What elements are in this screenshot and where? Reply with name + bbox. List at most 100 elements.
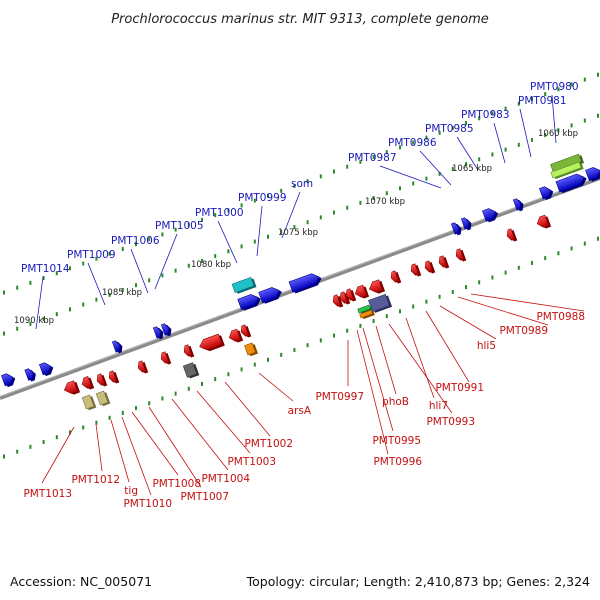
gene-label-forward: PMT0980 [530, 81, 579, 93]
gene-arrow [137, 360, 147, 373]
scale-tick [425, 176, 428, 181]
gene-label-forward: PMT0983 [461, 109, 510, 121]
leader-line [224, 381, 271, 437]
gene-label-reverse: PMT1003 [227, 456, 276, 468]
forward-gene [460, 217, 472, 231]
scale-tick [82, 302, 85, 307]
leader-line [425, 310, 470, 383]
scale-tick [557, 128, 560, 133]
scale-tick [95, 420, 98, 425]
leader-line [493, 122, 506, 164]
reverse-gene [240, 324, 252, 338]
scale-tick [174, 391, 177, 396]
leader-line [470, 293, 585, 312]
gene-label-forward: PMT1014 [21, 263, 70, 275]
gene-arrow [585, 167, 600, 181]
scale-tick [42, 276, 45, 281]
scale-tick [240, 367, 243, 372]
scale-tick [359, 159, 362, 164]
map-title: Prochlorococcus marinus str. MIT 9313, c… [111, 12, 489, 27]
scale-tick [570, 246, 573, 251]
leader-line [379, 165, 442, 189]
gene-arrow [240, 324, 250, 337]
scale-tick [491, 152, 494, 157]
reverse-gene [160, 351, 172, 365]
scale-tick [69, 266, 71, 271]
gene-arrow [81, 376, 93, 389]
gene-arrow [111, 340, 121, 353]
scale-tick [438, 294, 441, 299]
scale-tick [319, 174, 322, 179]
scale-tick [385, 191, 388, 196]
leader-line [131, 411, 179, 476]
scale-label: 1090 kbp [14, 316, 54, 326]
scale-tick [214, 213, 217, 218]
gene-arrow [455, 248, 465, 261]
scale-tick [438, 130, 441, 135]
gene-label-forward: PMT0981 [518, 95, 567, 107]
scale-tick [121, 410, 124, 415]
gene-label-forward: PMT1000 [195, 207, 244, 219]
leader-line [217, 220, 238, 264]
reverse-gene [424, 260, 436, 274]
scale-tick [359, 323, 362, 328]
scale-tick [135, 242, 137, 247]
gene-label-reverse: PMT1002 [244, 438, 293, 450]
scale-tick [108, 415, 111, 420]
scale-label: 1070 kbp [365, 197, 405, 207]
scale-tick [451, 289, 454, 294]
scale-tick [16, 285, 19, 290]
gene-arrow [237, 294, 259, 310]
scale-tick [425, 135, 428, 140]
gene-arrow [96, 373, 106, 386]
scale-tick [3, 454, 5, 459]
cyan-gene [231, 276, 257, 294]
gene-arrow [24, 368, 34, 381]
scale-tick [187, 222, 190, 227]
gene-arrow [152, 326, 162, 339]
gene-label-forward: PMT0986 [388, 137, 437, 149]
scale-tick [306, 220, 309, 225]
scale-tick [531, 96, 533, 101]
scale-tick [29, 280, 32, 285]
scale-tick [478, 280, 481, 285]
gray-gene [182, 362, 200, 379]
scale-tick [201, 258, 203, 263]
reverse-gene [137, 360, 149, 374]
forward-gene [1, 373, 16, 388]
khaki-gene [95, 390, 111, 407]
reverse-gene [81, 376, 95, 390]
gene-arrow [555, 173, 585, 193]
gene-arrow [450, 222, 460, 235]
gene-arrow [258, 287, 280, 303]
leader-line [95, 423, 103, 472]
gene-arrow [550, 153, 582, 173]
gene-label-reverse: tig [124, 485, 138, 497]
gene-arrow [536, 214, 549, 228]
leader-line [456, 136, 479, 171]
gene-arrow [182, 362, 198, 378]
scale-tick [148, 401, 151, 406]
gene-label-reverse: PMT0997 [315, 391, 364, 403]
forward-gene [450, 222, 462, 236]
gene-label-forward: PMT0987 [348, 152, 397, 164]
scale-tick [253, 239, 256, 244]
gene-arrow [160, 323, 170, 336]
scale-tick [583, 241, 586, 246]
scale-tick [42, 317, 45, 322]
scale-tick [544, 256, 547, 261]
leader-line [375, 325, 397, 395]
scale-tick [399, 186, 401, 191]
scale-tick [280, 352, 283, 357]
scale-ticks [3, 72, 599, 459]
reverse-gene [438, 255, 450, 269]
leader-line [419, 150, 452, 186]
gene-arrow [506, 228, 516, 241]
scale-tick [372, 155, 375, 160]
leader-line [519, 108, 532, 158]
topology-text: Topology: circular; Length: 2,410,873 bp… [246, 574, 590, 589]
gene-arrow [81, 394, 95, 410]
reverse-gene [96, 373, 108, 387]
leader-line [110, 419, 130, 483]
